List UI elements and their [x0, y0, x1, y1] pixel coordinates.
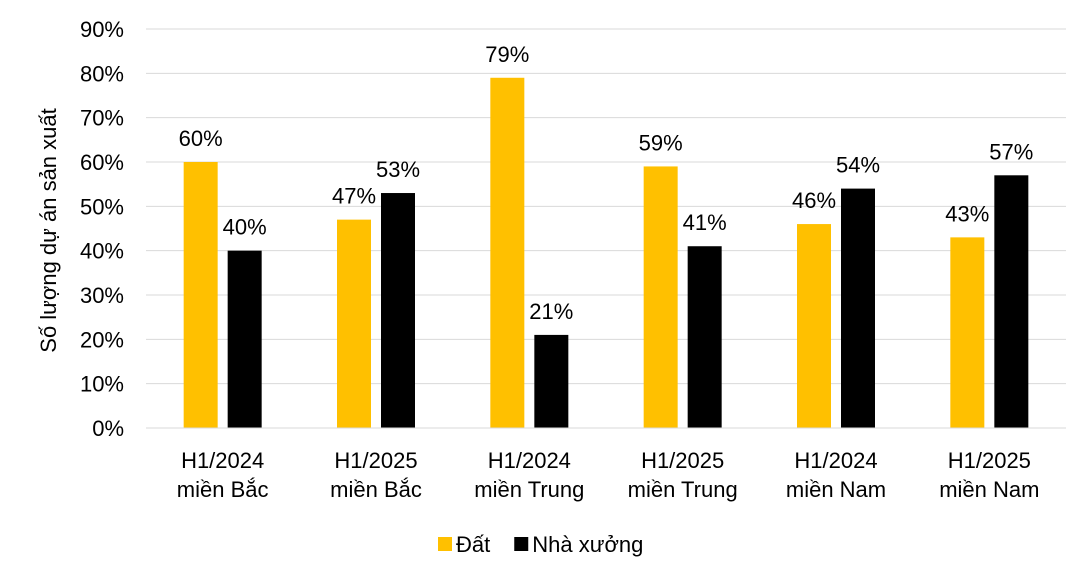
bar-nha-xuong — [841, 188, 875, 428]
bar-nha-xuong — [534, 334, 569, 428]
x-category-label: H1/2024 — [181, 448, 264, 473]
data-label: 40% — [223, 215, 267, 240]
y-axis-ticks: 0% 10% 20% 30% 40% 50% 60% 70% 80% 90% — [80, 17, 124, 441]
y-axis-title: Số lượng dự án sản xuất — [36, 108, 61, 352]
x-category-label: H1/2024 — [488, 448, 571, 473]
bar-dat — [183, 162, 218, 428]
y-tick-label: 50% — [80, 194, 124, 219]
x-category-label: miền Trung — [628, 477, 738, 502]
bar-dat — [337, 219, 371, 428]
data-label: 59% — [639, 130, 683, 155]
gridlines — [146, 28, 1066, 385]
data-label: 46% — [792, 188, 836, 213]
legend: Đất Nhà xưởng — [438, 532, 643, 557]
bar-nha-xuong — [994, 175, 1029, 428]
y-tick-label: 10% — [80, 372, 124, 397]
data-label: 54% — [836, 153, 880, 178]
data-label: 79% — [485, 42, 529, 67]
bar-dat — [797, 224, 831, 428]
y-tick-label: 80% — [80, 61, 124, 86]
x-category-label: H1/2025 — [948, 448, 1031, 473]
legend-swatch — [514, 537, 529, 551]
data-label: 53% — [376, 157, 420, 182]
bar-nha-xuong — [687, 246, 722, 428]
x-category-label: H1/2025 — [641, 448, 724, 473]
x-category-label: miền Trung — [474, 477, 584, 502]
y-tick-label: 20% — [80, 327, 124, 352]
data-label: 43% — [945, 201, 989, 226]
y-tick-label: 70% — [80, 106, 124, 131]
data-label: 41% — [683, 210, 727, 235]
bars — [183, 77, 1029, 429]
y-tick-label: 0% — [92, 416, 124, 441]
legend-swatch — [438, 537, 452, 551]
data-label: 47% — [332, 184, 376, 209]
x-axis-categories: H1/2024 miền Bắc H1/2025 miền Bắc H1/2024 miề… — [177, 448, 1040, 502]
x-category-label: miền Nam — [939, 477, 1039, 502]
data-labels: 60% 40% 47%53% 79% 21% 59% 41% 46%54% 43% 57% — [179, 42, 1034, 324]
bar-dat — [490, 77, 525, 429]
y-tick-label: 40% — [80, 239, 124, 264]
data-label: 60% — [179, 126, 223, 151]
x-category-label: miền Bắc — [330, 477, 422, 502]
bar-nha-xuong — [227, 250, 262, 428]
data-label: 21% — [529, 299, 573, 324]
y-tick-label: 90% — [80, 17, 124, 42]
x-category-label: miền Bắc — [177, 477, 269, 502]
bar-dat — [950, 237, 985, 428]
x-category-label: miền Nam — [786, 477, 886, 502]
bar-dat — [643, 166, 678, 428]
bar-nha-xuong — [381, 193, 415, 428]
x-category-label: H1/2024 — [794, 448, 877, 473]
x-category-label: H1/2025 — [334, 448, 417, 473]
legend-label: Nhà xưởng — [532, 532, 643, 557]
y-tick-label: 30% — [80, 283, 124, 308]
y-tick-label: 60% — [80, 150, 124, 175]
data-label: 57% — [989, 139, 1033, 164]
legend-label: Đất — [456, 532, 490, 557]
